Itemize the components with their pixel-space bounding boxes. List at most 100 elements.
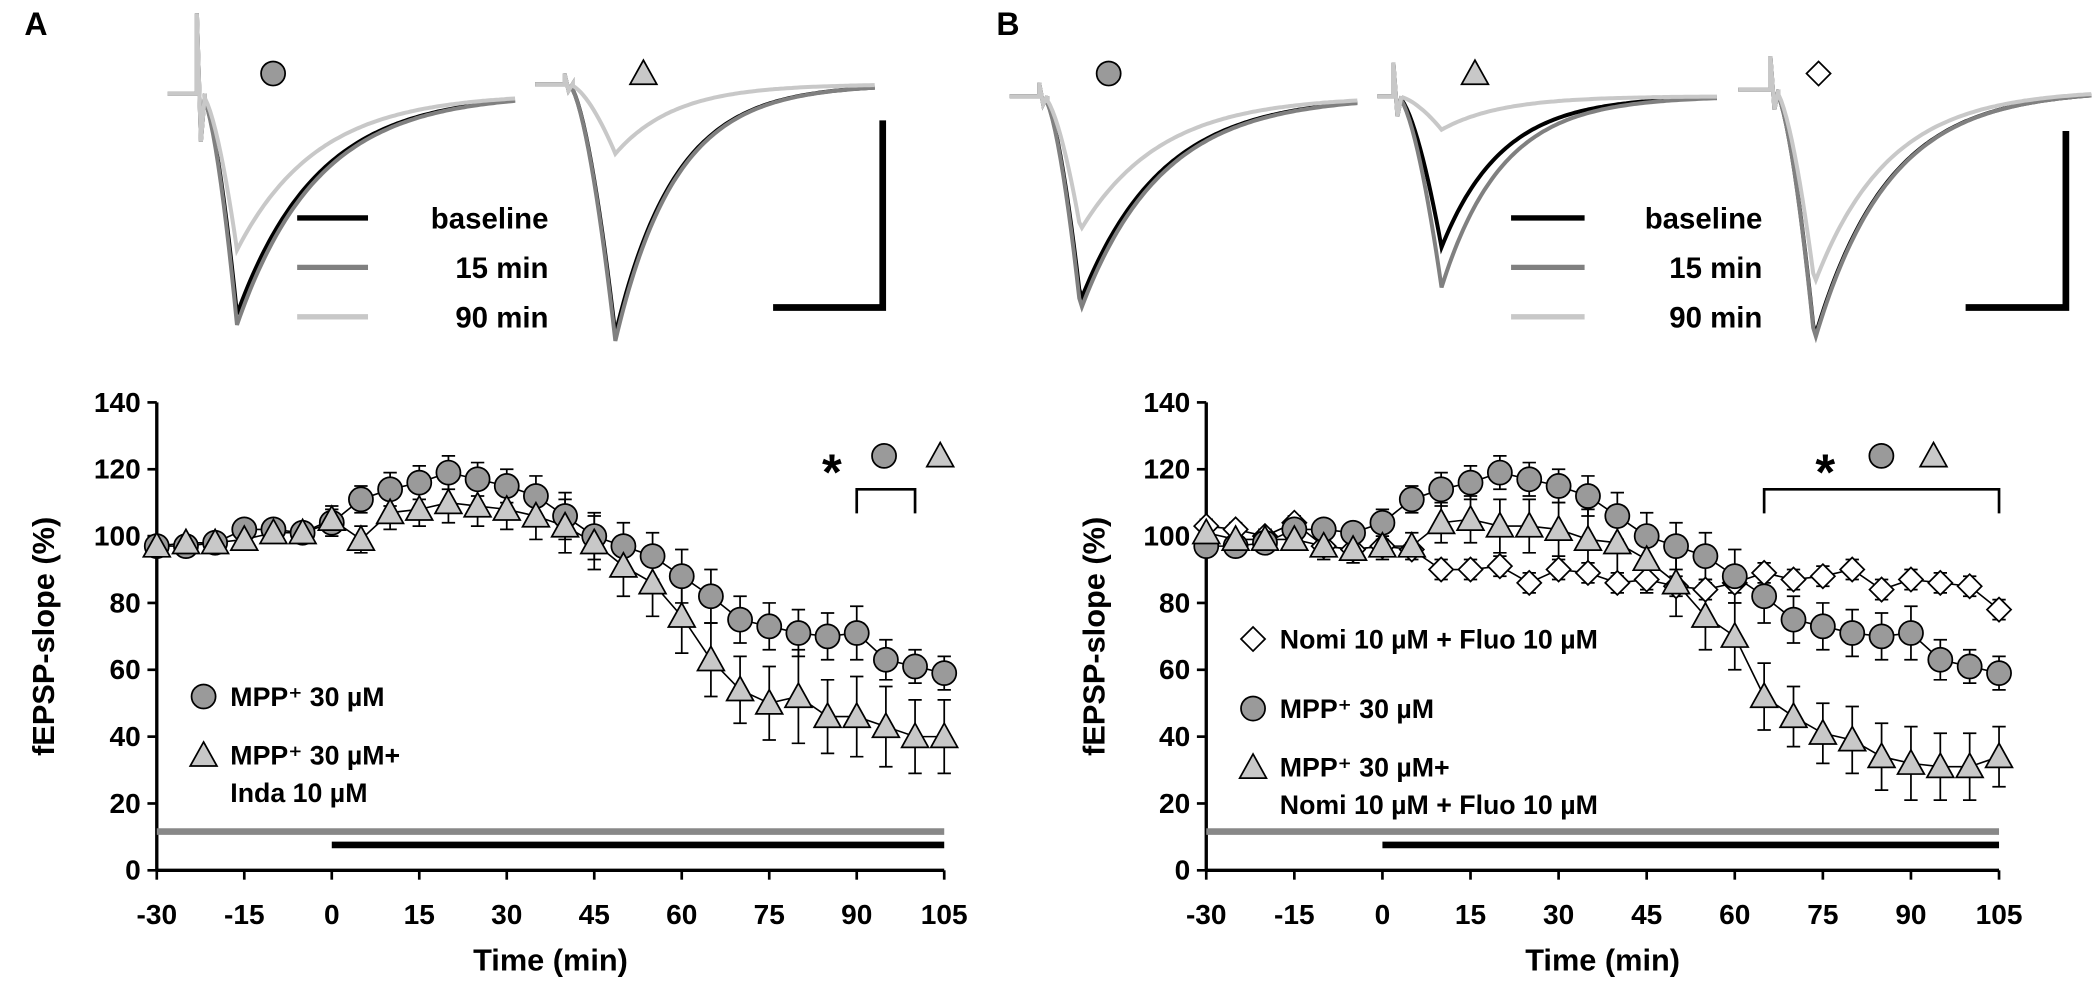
x-tick-label: 30 [1543,899,1574,930]
significance-star: * [822,443,842,500]
marker-triangle [929,721,960,749]
marker-diamond [1427,556,1455,583]
y-tick-label: 60 [1159,654,1190,685]
marker-triangle [462,490,493,518]
x-tick-label: 90 [1895,899,1926,930]
marker-circle [1780,606,1807,633]
trace [535,73,875,158]
y-tick-label: 80 [110,587,141,618]
marker-circle [668,563,695,590]
marker-triangle [433,487,464,515]
x-tick-label: -30 [137,899,178,930]
legend-line: MPP⁺ 30 µM [230,682,384,712]
marker-circle [464,466,491,493]
marker-triangle [316,504,347,531]
marker-triangle [491,494,522,521]
legend-label: MPP⁺ 30 µM+ Inda 10 µM [230,741,400,808]
marker-circle [260,60,286,87]
legend-line: Inda 10 µM [230,778,367,808]
marker-diamond [1486,552,1514,580]
trace [167,13,516,257]
x-tick-label: 0 [324,899,340,930]
x-tick-label: -15 [1274,899,1315,930]
marker-triangle [1238,752,1268,779]
marker-triangle [404,494,435,521]
marker-circle [902,653,928,680]
marker-circle [785,620,812,646]
marker-circle [1751,583,1778,610]
y-tick-label: 80 [1159,587,1190,618]
trace-legend-label: 90 min [1669,302,1762,335]
marker-triangle [1631,544,1662,572]
marker-triangle [1719,621,1750,648]
marker-triangle [346,524,376,552]
trace-legend-label: 90 min [455,302,548,335]
marker-circle [1486,459,1513,486]
x-tick-label: 75 [754,899,785,930]
marker-triangle [1279,524,1310,552]
legend-line: MPP⁺ 30 µM+ [230,741,400,771]
series-line [1206,471,2000,674]
x-tick-label: 30 [491,899,522,930]
marker-circle [1604,503,1631,529]
marker-triangle [1918,440,1949,468]
trace [1377,62,1717,289]
y-tick-label: 140 [94,387,141,418]
marker-triangle [666,601,697,628]
marker-triangle [1602,527,1633,555]
marker-triangle [1690,601,1721,628]
trace-legend-label: baseline [431,203,549,236]
marker-diamond [1457,556,1484,583]
legend-line: Nomi 10 µM + Fluo 10 µM [1280,790,1598,820]
marker-circle [1398,486,1425,513]
marker-triangle [1250,524,1280,552]
x-tick-label: -15 [224,899,265,930]
marker-triangle [608,551,639,578]
marker-diamond [1868,576,1895,603]
marker-diamond [1927,569,1954,597]
marker-triangle [1896,748,1926,775]
marker-triangle [550,510,580,538]
marker-diamond [1897,566,1925,593]
marker-triangle [1749,681,1779,709]
marker-triangle [188,740,219,767]
marker-circle [1575,483,1601,509]
marker-triangle [1778,701,1809,729]
trace [1009,82,1358,313]
marker-triangle [1573,524,1603,552]
significance-bracket [1762,487,2001,514]
marker-circle [435,459,462,486]
marker-circle [1457,469,1484,496]
marker-circle [1095,60,1122,87]
x-tick-label: 105 [1976,899,2023,930]
y-tick-label: 0 [125,855,141,886]
series-line [156,471,945,674]
marker-circle [1545,473,1572,499]
x-tick-label: 75 [1807,899,1838,930]
y-tick-label: 100 [94,520,141,551]
y-tick-label: 60 [110,654,141,685]
y-tick-label: 40 [1159,721,1190,752]
marker-triangle [229,524,260,552]
y-tick-label: 0 [1175,855,1191,886]
marker-diamond [1239,625,1267,653]
x-tick-label: 45 [1631,899,1662,930]
marker-circle [814,623,841,650]
marker-circle [1428,476,1455,503]
marker-circle [1986,660,2012,687]
marker-circle [931,660,958,687]
x-tick-label: 0 [1375,899,1391,930]
legend-line: MPP⁺ 30 µM [1280,694,1434,724]
marker-diamond [1633,566,1660,593]
y-tick-label: 100 [1143,520,1190,551]
x-tick-label: 15 [1455,899,1486,930]
marker-triangle [1984,741,2014,769]
y-tick-label: 120 [1143,454,1190,485]
marker-triangle [171,527,201,555]
y-tick-label: 40 [110,721,141,752]
marker-triangle [1308,530,1339,558]
marker-diamond [1515,569,1543,597]
marker-circle [872,646,899,673]
